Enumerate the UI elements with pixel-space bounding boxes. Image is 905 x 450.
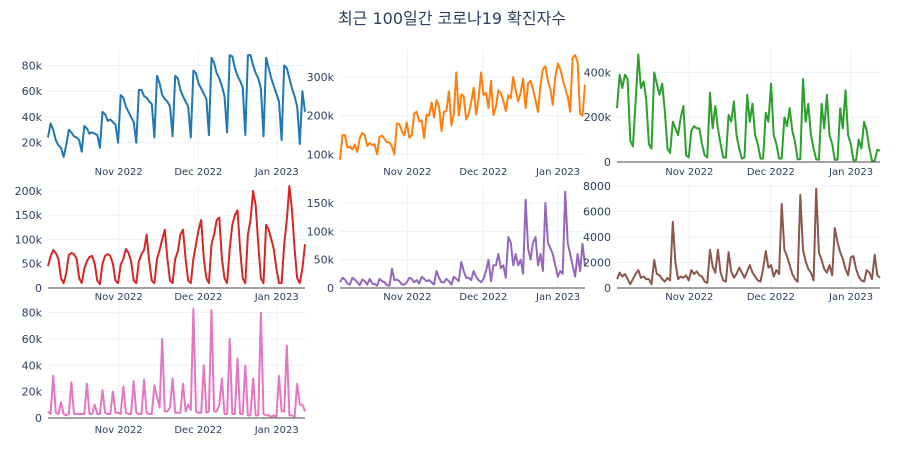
y-tick-label: 60k: [22, 333, 43, 346]
x-tick-label: Nov 2022: [95, 292, 143, 303]
x-tick-label: Dec 2022: [174, 167, 222, 178]
y-tick-label: 50k: [22, 258, 43, 271]
y-tick-label: 100k: [15, 233, 43, 246]
series-line: [47, 185, 306, 286]
x-tick-label: Jan 2023: [254, 167, 299, 178]
y-tick-label: 400k: [584, 66, 612, 79]
subplot-3: 0 200k 400k Nov 2022 Dec 2022 Jan 2023: [584, 50, 881, 178]
y-tick-label: 80k: [22, 307, 43, 320]
subplot-7: 0 20k 40k 60k 80k Nov 2022 Dec 2022 Jan 2023: [22, 306, 306, 436]
y-tick-label: 0: [35, 412, 42, 425]
x-tick-label: Jan 2023: [254, 425, 299, 436]
x-tick-label: Jan 2023: [254, 292, 299, 303]
subplot-2: 100k 200k 300k Nov 2022 Dec 2022 Jan 2023: [307, 50, 586, 178]
y-tick-label: 8000: [583, 180, 611, 193]
y-tick-label: 20k: [22, 137, 43, 150]
x-tick-label: Dec 2022: [174, 292, 222, 303]
series-line: [339, 54, 586, 160]
y-tick-label: 40k: [22, 359, 43, 372]
subplot-5: 0 50k 100k 150k Nov 2022 Dec 2022 Jan 2023: [307, 186, 586, 303]
x-tick-label: Dec 2022: [459, 167, 507, 178]
x-tick-label: Jan 2023: [828, 167, 873, 178]
subplot-6: 0 2000 4000 6000 8000 Nov 2022 Dec 2022 Jan 202…: [583, 180, 881, 303]
y-tick-label: 20k: [22, 386, 43, 399]
x-tick-label: Dec 2022: [174, 425, 222, 436]
x-tick-label: Dec 2022: [747, 292, 795, 303]
x-tick-label: Nov 2022: [383, 292, 431, 303]
x-tick-label: Jan 2023: [535, 292, 580, 303]
y-tick-label: 100k: [307, 148, 335, 161]
y-tick-label: 6000: [583, 206, 611, 219]
x-tick-label: Nov 2022: [665, 167, 713, 178]
x-tick-label: Jan 2023: [828, 292, 873, 303]
y-tick-label: 200k: [307, 110, 335, 123]
x-tick-label: Jan 2023: [535, 167, 580, 178]
x-tick-label: Nov 2022: [383, 167, 431, 178]
series-line: [339, 190, 586, 287]
y-tick-label: 40k: [22, 111, 43, 124]
subplot-1: 20k 40k 60k 80k Nov 2022 Dec 2022 Jan 2023: [22, 50, 306, 178]
series-line: [47, 307, 306, 418]
subplot-4: 0 50k 100k 150k 200k Nov 2022 Dec 2022 Jan 2023: [15, 185, 306, 303]
y-tick-label: 60k: [22, 85, 43, 98]
y-tick-label: 0: [604, 156, 611, 169]
y-tick-label: 150k: [15, 209, 43, 222]
series-line: [616, 53, 881, 162]
y-tick-label: 300k: [307, 71, 335, 84]
chart-title: 최근 100일간 코로나19 확진자수: [338, 9, 566, 28]
y-tick-label: 0: [327, 282, 334, 295]
x-tick-label: Nov 2022: [665, 292, 713, 303]
y-tick-label: 80k: [22, 59, 43, 72]
y-tick-label: 100k: [307, 225, 335, 238]
x-tick-label: Nov 2022: [95, 167, 143, 178]
y-tick-label: 200k: [584, 111, 612, 124]
y-tick-label: 4000: [583, 231, 611, 244]
x-tick-label: Dec 2022: [747, 167, 795, 178]
y-tick-label: 0: [604, 282, 611, 295]
x-tick-label: Nov 2022: [95, 425, 143, 436]
x-tick-label: Dec 2022: [459, 292, 507, 303]
series-line: [47, 54, 306, 158]
y-tick-label: 150k: [307, 197, 335, 210]
y-tick-label: 200k: [15, 185, 43, 198]
series-line: [616, 187, 881, 286]
y-tick-label: 50k: [314, 254, 335, 267]
y-tick-label: 0: [35, 282, 42, 295]
y-tick-label: 2000: [583, 257, 611, 270]
